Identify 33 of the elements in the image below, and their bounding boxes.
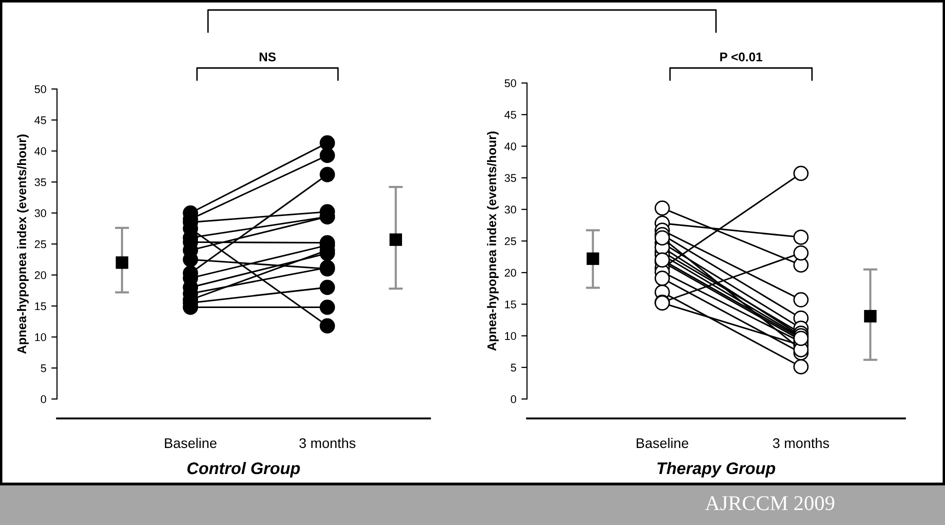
y-tick-label: 10 <box>35 333 46 342</box>
y-tick-label: 20 <box>504 268 516 277</box>
x-axis-title: Control Group <box>187 462 300 478</box>
y-tick-label: 35 <box>504 174 516 182</box>
text: AJRCCM 2009 <box>705 496 834 510</box>
y-tick-label: 40 <box>34 147 46 156</box>
y-tick-label: 10 <box>505 332 516 340</box>
y-tick-label: 15 <box>35 302 46 310</box>
y-tick-label: 45 <box>34 116 46 124</box>
text: NS <box>260 52 276 62</box>
x-tick-label: Baseline <box>636 438 688 448</box>
x-tick-label: 3 months <box>299 438 356 448</box>
x-tick-label: 3 months <box>772 438 830 448</box>
y-tick-label: 50 <box>34 85 46 94</box>
y-tick-label: 35 <box>34 178 46 186</box>
y-tick-label: 40 <box>504 142 516 150</box>
y-tick-label: 5 <box>510 364 516 372</box>
y-tick-label: 45 <box>504 110 516 119</box>
y-tick-label: 25 <box>34 240 46 248</box>
y-tick-label: 25 <box>504 237 516 246</box>
x-tick-label: Baseline <box>164 438 216 448</box>
y-tick-label: 0 <box>40 395 46 404</box>
y-axis-title: Apnea-hypopnea index (events/hour) <box>17 134 29 354</box>
y-tick-label: 15 <box>505 300 516 308</box>
y-tick-label: 50 <box>504 79 516 88</box>
y-tick-label: 20 <box>34 271 46 280</box>
y-tick-label: 30 <box>34 209 46 218</box>
y-axis-title: Apnea-hypopnea index (events/hour) <box>487 132 499 351</box>
x-axis-title: Therapy Group <box>657 462 776 478</box>
y-tick-label: 30 <box>504 206 516 214</box>
text: P <0.01 <box>720 52 762 62</box>
y-tick-label: 5 <box>40 364 46 372</box>
y-tick-label: 0 <box>510 395 516 404</box>
